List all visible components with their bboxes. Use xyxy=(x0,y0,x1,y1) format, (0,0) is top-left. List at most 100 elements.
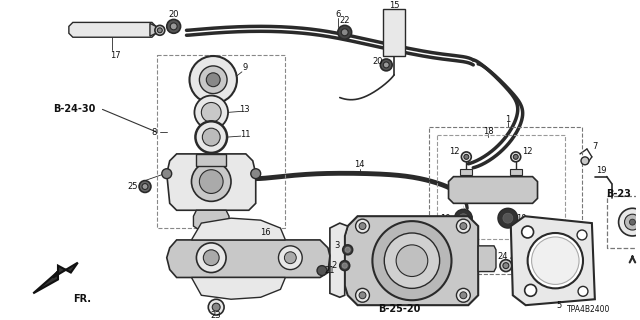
Circle shape xyxy=(456,288,470,302)
Circle shape xyxy=(456,219,470,233)
Text: 15: 15 xyxy=(389,1,399,10)
Polygon shape xyxy=(191,218,285,240)
Polygon shape xyxy=(167,154,256,210)
Circle shape xyxy=(278,246,302,269)
Bar xyxy=(436,135,565,239)
Circle shape xyxy=(200,66,227,93)
Circle shape xyxy=(191,162,231,201)
Circle shape xyxy=(525,284,536,296)
Circle shape xyxy=(341,29,348,36)
Circle shape xyxy=(196,243,226,273)
Circle shape xyxy=(139,180,151,192)
Circle shape xyxy=(503,213,513,223)
Circle shape xyxy=(142,184,148,189)
Circle shape xyxy=(212,303,220,311)
Circle shape xyxy=(167,20,180,33)
Circle shape xyxy=(345,247,350,252)
Circle shape xyxy=(625,214,640,230)
Circle shape xyxy=(251,169,260,179)
Text: 24: 24 xyxy=(497,252,508,261)
Text: 22: 22 xyxy=(339,16,350,25)
Polygon shape xyxy=(33,263,78,293)
Text: 10: 10 xyxy=(440,214,451,223)
Text: 20: 20 xyxy=(372,58,383,67)
Text: 6: 6 xyxy=(335,10,340,19)
Circle shape xyxy=(343,245,353,255)
Bar xyxy=(607,196,640,248)
Text: 10: 10 xyxy=(516,214,527,223)
Text: 13: 13 xyxy=(239,105,250,114)
Polygon shape xyxy=(511,216,595,305)
Polygon shape xyxy=(191,277,285,299)
Text: FR.: FR. xyxy=(73,294,91,304)
Circle shape xyxy=(581,157,589,165)
Circle shape xyxy=(206,73,220,87)
Text: 21: 21 xyxy=(324,266,335,275)
Text: 3: 3 xyxy=(334,241,340,250)
Text: B-24-30: B-24-30 xyxy=(53,104,95,115)
Circle shape xyxy=(162,169,172,179)
Circle shape xyxy=(630,219,636,225)
Text: 14: 14 xyxy=(355,160,365,169)
Text: 20: 20 xyxy=(168,10,179,19)
Circle shape xyxy=(461,152,471,162)
Text: 11: 11 xyxy=(239,130,250,139)
Polygon shape xyxy=(330,223,348,297)
Text: 23: 23 xyxy=(211,311,221,320)
Polygon shape xyxy=(193,210,229,230)
Text: 12: 12 xyxy=(522,148,533,156)
Text: TPA4B2400: TPA4B2400 xyxy=(567,305,611,314)
Text: 8: 8 xyxy=(152,128,157,137)
Text: 4: 4 xyxy=(509,253,515,262)
Circle shape xyxy=(511,152,521,162)
Text: 17: 17 xyxy=(110,51,121,60)
Polygon shape xyxy=(69,22,156,37)
Circle shape xyxy=(157,28,163,33)
Bar xyxy=(429,127,582,274)
Circle shape xyxy=(532,237,579,284)
Text: 12: 12 xyxy=(449,148,460,156)
Text: 7: 7 xyxy=(592,142,598,151)
Circle shape xyxy=(384,233,440,288)
Circle shape xyxy=(577,230,587,240)
Text: 9: 9 xyxy=(242,63,248,72)
Circle shape xyxy=(498,208,518,228)
Text: B-23: B-23 xyxy=(606,189,631,199)
Bar xyxy=(510,169,522,175)
Circle shape xyxy=(500,260,512,272)
Circle shape xyxy=(513,154,518,159)
Circle shape xyxy=(189,56,237,103)
Circle shape xyxy=(342,263,347,268)
Circle shape xyxy=(170,23,177,30)
Circle shape xyxy=(522,226,534,238)
Circle shape xyxy=(460,223,467,229)
Circle shape xyxy=(340,261,349,271)
Circle shape xyxy=(459,214,468,223)
Polygon shape xyxy=(167,240,330,277)
Circle shape xyxy=(372,221,451,300)
Circle shape xyxy=(359,223,366,229)
Circle shape xyxy=(527,233,583,288)
Circle shape xyxy=(202,128,220,146)
Text: B-25-20: B-25-20 xyxy=(378,304,420,314)
Circle shape xyxy=(460,292,467,299)
Circle shape xyxy=(200,170,223,194)
Circle shape xyxy=(284,252,296,264)
Text: 16: 16 xyxy=(260,228,271,237)
Circle shape xyxy=(204,250,219,266)
Polygon shape xyxy=(449,177,538,203)
Text: 2: 2 xyxy=(332,261,337,270)
Polygon shape xyxy=(345,216,478,305)
Circle shape xyxy=(619,208,640,236)
Polygon shape xyxy=(478,246,496,272)
Circle shape xyxy=(383,62,389,68)
Circle shape xyxy=(503,263,509,268)
Bar xyxy=(383,9,405,56)
Circle shape xyxy=(155,25,164,35)
Circle shape xyxy=(208,299,224,315)
Circle shape xyxy=(195,96,228,129)
Circle shape xyxy=(464,154,469,159)
Text: 1: 1 xyxy=(505,115,511,124)
Circle shape xyxy=(202,102,221,122)
Bar xyxy=(460,169,472,175)
